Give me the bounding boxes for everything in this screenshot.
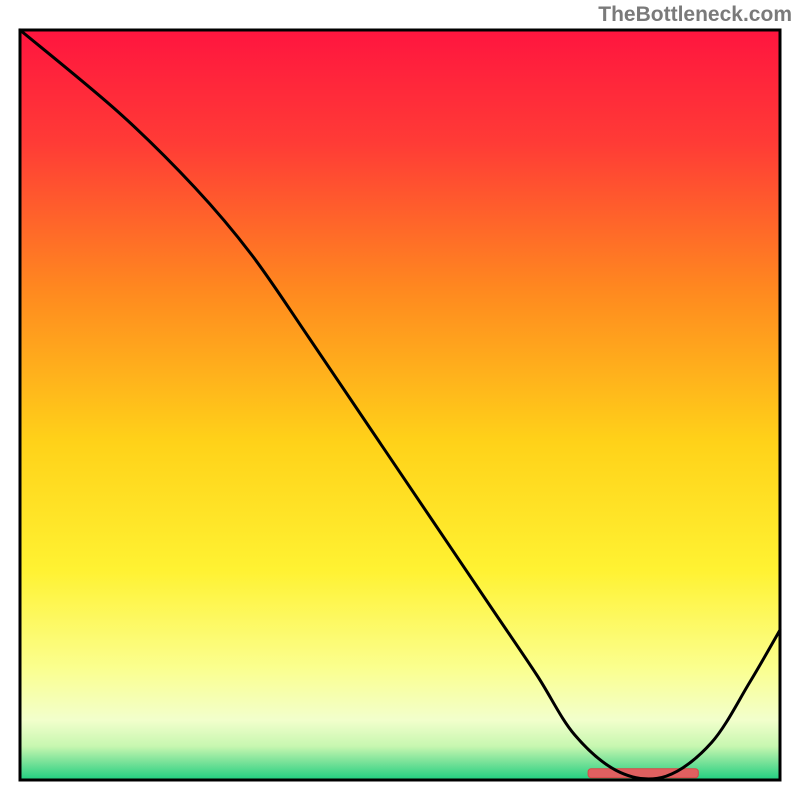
chart-container: TheBottleneck.com xyxy=(0,0,800,800)
gradient-background xyxy=(20,30,780,780)
bottleneck-curve-chart xyxy=(0,0,800,800)
